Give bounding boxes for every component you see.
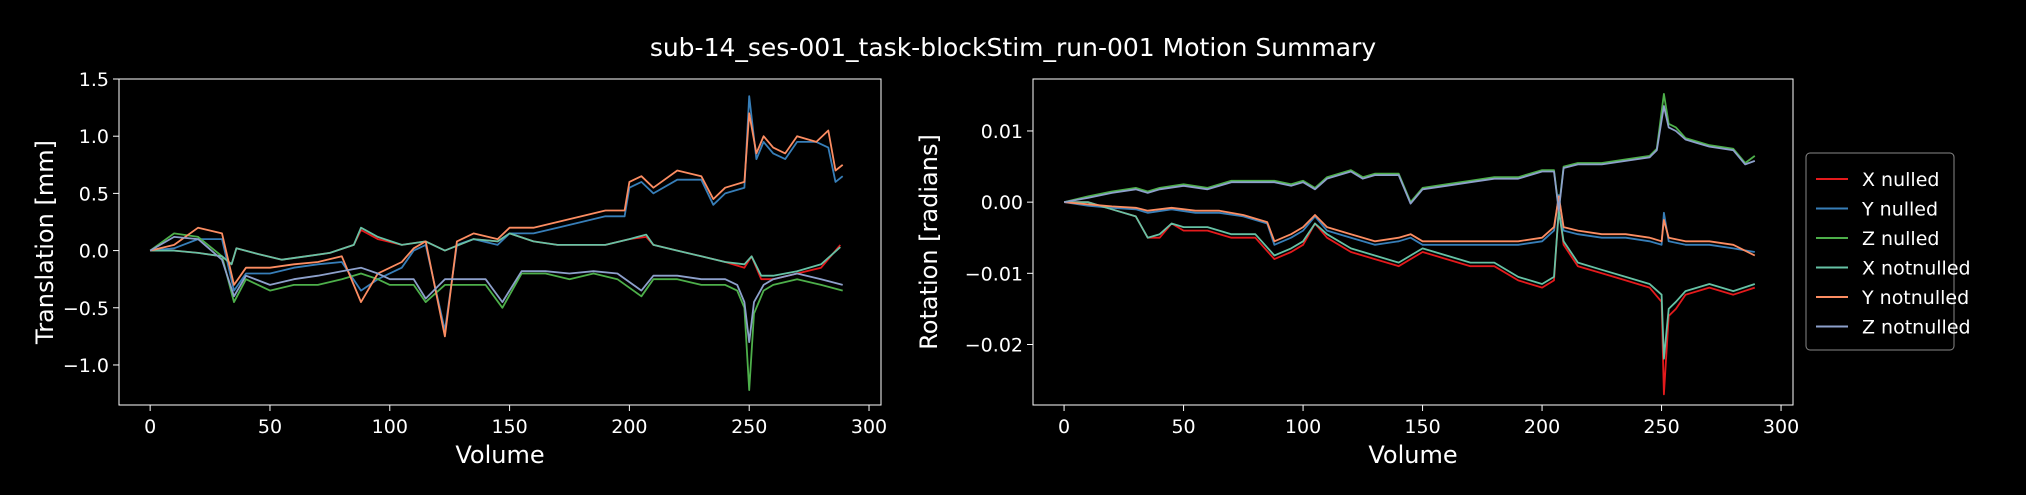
y-axis-label: Translation [mm] <box>31 140 59 345</box>
plot-frame <box>1032 78 1794 406</box>
legend-label-y-notnulled: Y notnulled <box>1861 287 1969 309</box>
x-tick-label: 250 <box>731 416 767 438</box>
legend-label-z-notnulled: Z notnulled <box>1862 317 1971 339</box>
x-tick-label: 100 <box>372 416 408 438</box>
series-line-y-notnulled <box>149 112 844 338</box>
x-tick-label: 150 <box>491 416 527 438</box>
series-line-z-nulled <box>149 232 843 391</box>
plot-frame <box>118 78 882 406</box>
figure-title: sub-14_ses-001_task-blockStim_run-001 Mo… <box>650 33 1377 62</box>
legend-label-y-nulled: Y nulled <box>1861 199 1938 221</box>
legend-box <box>1805 152 1955 351</box>
series-line-x-notnulled <box>150 226 841 277</box>
x-tick-label: 250 <box>1643 416 1679 438</box>
plots: 0 50 100 150 200 250 300 −1.0 −0.5 0.0 0.5 1.0 1.5 Vo… <box>31 69 1799 469</box>
x-tick-label: 200 <box>1524 416 1560 438</box>
y-tick-label: −1.0 <box>63 355 109 377</box>
y-axis-label: Rotation [radians] <box>915 134 943 350</box>
x-tick-label: 150 <box>1404 416 1440 438</box>
series-lines <box>149 95 844 391</box>
x-tick-label: 0 <box>1058 416 1070 438</box>
x-tick-label: 50 <box>258 416 282 438</box>
y-tick-label: 0.0 <box>79 241 109 263</box>
legend-label-x-notnulled: X notnulled <box>1862 258 1971 280</box>
x-tick-label: 300 <box>1763 416 1799 438</box>
series-line-y-notnulled <box>1064 195 1756 257</box>
series-line-z-notnulled <box>149 236 843 343</box>
series-line-x-nulled <box>150 229 841 281</box>
y-tick-label: 1.5 <box>79 69 109 91</box>
y-tick-label: 0.01 <box>981 121 1023 143</box>
y-tick-label: 0.00 <box>981 192 1023 214</box>
y-tick-label: −0.02 <box>965 334 1023 356</box>
series-line-z-nulled <box>1063 93 1756 211</box>
x-tick-label: 200 <box>611 416 647 438</box>
series-lines <box>1063 93 1756 396</box>
x-tick-label: 50 <box>1171 416 1195 438</box>
y-tick-label: 0.5 <box>79 183 109 205</box>
chart-2: 0 50 100 150 200 250 300 −0.02 −0.01 0.00 0.01 Volu… <box>915 78 1799 469</box>
y-tick-label: 1.0 <box>79 126 109 148</box>
chart-1: 0 50 100 150 200 250 300 −1.0 −0.5 0.0 0.5 1.0 1.5 Vo… <box>31 69 887 469</box>
x-tick-label: 100 <box>1285 416 1321 438</box>
x-axis-label: Volume <box>1368 441 1457 469</box>
series-line-x-notnulled <box>1064 201 1756 360</box>
legend-label-x-nulled: X nulled <box>1862 169 1939 191</box>
series-line-z-notnulled <box>1063 105 1756 212</box>
legend-label-z-nulled: Z nulled <box>1862 228 1939 250</box>
series-line-y-nulled <box>1063 194 1755 253</box>
y-tick-label: −0.5 <box>63 298 109 320</box>
legend: X nulled Y nulled Z nulled X notnulled Y not… <box>1805 152 1971 351</box>
series-line-x-nulled <box>1064 201 1756 396</box>
series-line-y-nulled <box>150 95 844 332</box>
x-tick-label: 300 <box>851 416 887 438</box>
y-tick-label: −0.01 <box>965 263 1023 285</box>
x-tick-label: 0 <box>144 416 156 438</box>
x-axis-label: Volume <box>455 441 544 469</box>
